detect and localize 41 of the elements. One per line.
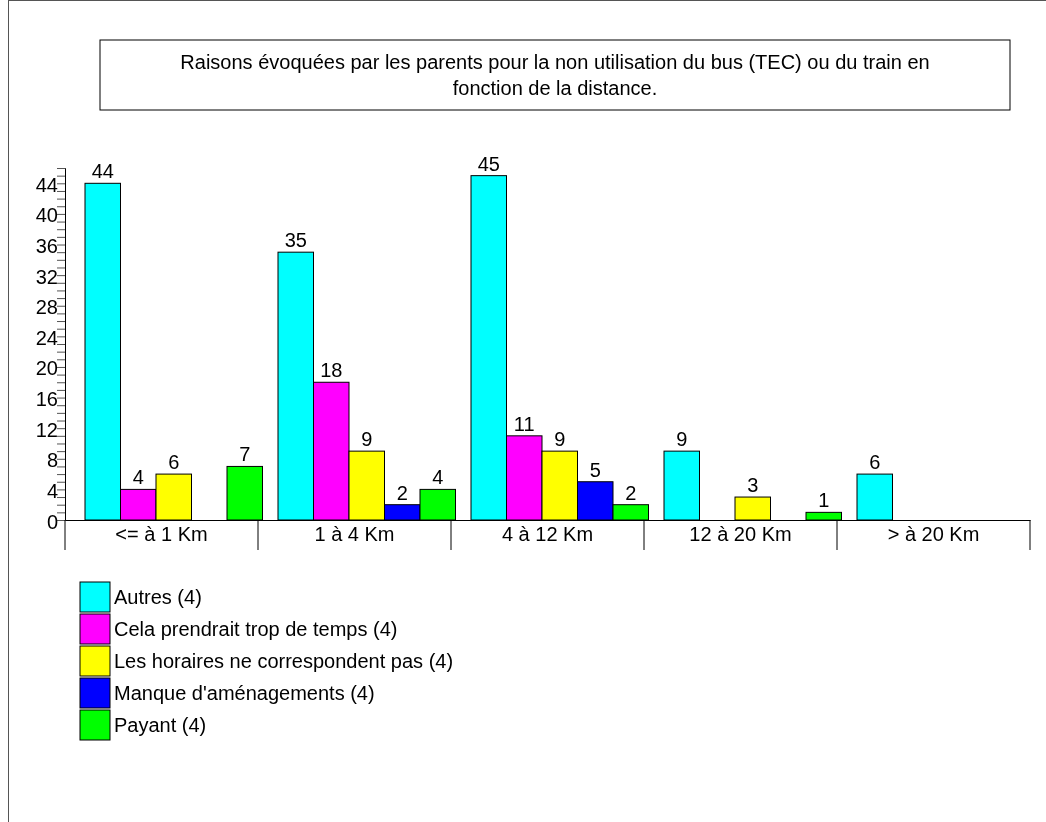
y-tick-label: 20: [35, 357, 58, 380]
data-label: 9: [554, 428, 566, 451]
data-label: 6: [869, 451, 881, 474]
data-label: 6: [168, 451, 180, 474]
y-tick-label: 44: [35, 173, 58, 196]
y-tick-label: 28: [35, 296, 58, 319]
data-label: 7: [239, 443, 251, 466]
data-label: 1: [818, 489, 830, 512]
y-tick-label: 4: [46, 479, 58, 502]
legend-label: Manque d'aménagements (4): [114, 682, 375, 704]
data-label: 35: [284, 229, 307, 252]
data-label: 5: [589, 458, 601, 481]
legend-label: Autres (4): [114, 586, 202, 608]
legend-label: Payant (4): [114, 714, 207, 736]
data-label: 11: [513, 412, 535, 435]
x-tick-label: 4 à 12 Km: [501, 523, 594, 545]
data-label: 18: [320, 359, 343, 382]
y-tick-label: 16: [35, 388, 58, 411]
y-tick-label: 12: [35, 418, 58, 441]
data-label: 2: [396, 481, 408, 504]
x-tick-label: <= à 1 Km: [115, 523, 208, 545]
y-tick-label: 36: [35, 235, 58, 258]
chart-title: Raisons évoquées par les parents pour la non utilisation du bus (TEC) ou du train en fonction de la distance.: [180, 51, 930, 99]
x-tick-label: 1 à 4 Km: [314, 523, 395, 545]
y-tick-label: 32: [35, 265, 58, 288]
legend-label: Les horaires ne correspondent pas (4): [114, 650, 454, 672]
y-tick-label: 40: [35, 204, 58, 227]
x-tick-label: > à 20 Km: [887, 523, 980, 545]
y-tick-label: 0: [46, 510, 58, 533]
data-label: 44: [91, 160, 114, 183]
data-label: 45: [477, 152, 500, 175]
data-label: 2: [625, 481, 637, 504]
data-label: 3: [747, 474, 759, 497]
x-tick-label: 12 à 20 Km: [689, 523, 792, 545]
data-label: 9: [361, 428, 373, 451]
data-label: 4: [132, 466, 144, 489]
data-label: 4: [432, 466, 444, 489]
legend-label: Cela prendrait trop de temps (4): [114, 618, 398, 640]
y-tick-label: 8: [46, 449, 58, 472]
y-tick-label: 24: [35, 326, 58, 349]
data-label: 9: [676, 428, 688, 451]
